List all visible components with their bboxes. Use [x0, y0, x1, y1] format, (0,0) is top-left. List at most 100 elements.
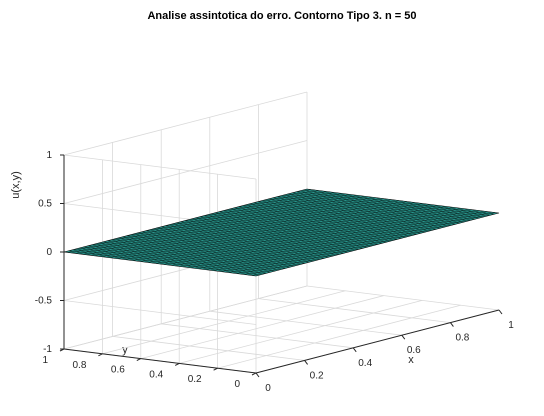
y-axis-line [63, 348, 257, 374]
y-tick-label: 0.8 [72, 360, 86, 371]
surface-mesh-line-x [238, 206, 431, 231]
y-tick-mark [174, 362, 180, 366]
gridline-x-floor [258, 298, 451, 323]
surface-mesh-line-x [214, 212, 407, 238]
surface-mesh-line-y [144, 198, 388, 263]
x-tick-mark [304, 360, 309, 365]
surface-mesh-line-y [152, 199, 396, 264]
surface-mesh-line-x [263, 200, 456, 225]
surface-mesh-line-y [75, 190, 319, 254]
surface-mesh-line-y [113, 195, 357, 259]
gridline-z-back-wall [63, 91, 308, 156]
surface-mesh-line-x [282, 195, 475, 220]
gridline-z-back-wall [63, 140, 308, 204]
surface-mesh-line-x [204, 215, 397, 240]
surface-mesh-line-y [110, 194, 354, 258]
surface-mesh-line-x [277, 196, 470, 221]
z-axis-label: u(x,y) [10, 171, 22, 199]
z-tick-label: 0 [46, 247, 52, 258]
gridline-y-floor [179, 300, 423, 364]
gridline-x-floor [161, 323, 354, 349]
x-tick-label: 0.6 [407, 345, 421, 356]
y-tick-mark [213, 367, 218, 371]
surface-mesh-line-x [258, 201, 451, 226]
x-axis-line [255, 309, 500, 374]
y-tick-mark [251, 372, 257, 376]
x-axis-label: x [408, 354, 414, 366]
z-tick-label: 1 [46, 150, 52, 161]
surface-mesh-line-y [90, 192, 334, 256]
surface-mesh-line-y [121, 196, 365, 260]
y-tick-label: 0.2 [188, 374, 202, 385]
surface-mesh-line-y [148, 199, 392, 263]
x-tick-mark [449, 322, 454, 327]
surface-mesh-line-x [268, 198, 461, 224]
surface-mesh-line-y [67, 189, 311, 253]
x-tick-label: 0.8 [455, 333, 469, 344]
surface-mesh-line-y [125, 196, 369, 260]
x-tick-mark [498, 309, 503, 315]
x-tick-mark [401, 334, 406, 340]
surface-mesh-line-y [102, 193, 346, 257]
surface-mesh-line-y [98, 193, 342, 257]
gridline-x-floor [209, 310, 402, 336]
surface-mesh [63, 188, 500, 277]
y-axis-label: y [122, 344, 128, 356]
surface-mesh-line-y [117, 195, 361, 259]
surface-mesh-line-y [86, 191, 331, 256]
surface-mesh-line-y [79, 190, 323, 255]
surface-mesh-line-y [140, 198, 384, 262]
surface-mesh-line-x [302, 190, 495, 215]
surface-mesh-line-x [287, 193, 480, 219]
surface-mesh-line-x [195, 217, 388, 243]
surface-mesh-line-x [219, 211, 412, 236]
surface-mesh-line-x [292, 192, 485, 217]
surface-mesh-line-x [248, 203, 441, 229]
surface-mesh-line-x [253, 202, 446, 228]
z-tick-label: -0.5 [35, 296, 53, 307]
gridline-y-floor [63, 285, 308, 350]
surface-mesh-line-y [159, 200, 404, 265]
gridline-y-floor [102, 290, 346, 355]
y-tick-label: 0.4 [149, 369, 163, 380]
x-tick-mark [352, 347, 357, 353]
surface-mesh-line-x [297, 191, 490, 216]
x-tick-label: 1 [508, 320, 514, 331]
gridline-y-floor [140, 295, 384, 359]
surface-mesh-line-x [234, 207, 427, 233]
chart-title: Analise assintotica do erro. Contorno Ti… [147, 10, 416, 22]
gridline-y-floor [217, 304, 461, 369]
surface-mesh-line-x [243, 205, 436, 230]
y-tick-mark [98, 353, 103, 357]
surface-mesh-line-y [156, 200, 400, 264]
y-tick-label: 1 [42, 355, 48, 366]
gridline-z-left-wall [63, 154, 257, 180]
surface-mesh-line-x [229, 208, 422, 234]
surface-mesh-line-y [106, 194, 350, 258]
y-tick-mark [136, 358, 142, 362]
surface-mesh-line-y [129, 196, 373, 261]
x-tick-label: 0 [265, 383, 271, 394]
z-tick-label: -1 [43, 344, 52, 355]
y-tick-label: 0.6 [111, 365, 125, 376]
surface-mesh-line-x [190, 219, 383, 244]
surface-mesh-line-y [94, 192, 338, 257]
surface-mesh-line-y [133, 197, 377, 261]
y-tick-label: 0 [234, 379, 240, 390]
surface-mesh-line-x [272, 197, 466, 222]
surface-mesh-line-x [209, 214, 402, 239]
surface-mesh-line-y [71, 189, 315, 254]
surface-mesh-line-x [224, 210, 417, 235]
surface-mesh-line-y [83, 191, 327, 255]
x-tick-mark [255, 372, 260, 378]
z-tick-label: 0.5 [38, 199, 52, 210]
gridline-x-floor [306, 285, 500, 311]
surface-mesh-line-y [136, 197, 381, 262]
gridline-x-floor [112, 336, 305, 361]
surface-mesh-line-x [200, 216, 393, 241]
x-tick-label: 0.4 [358, 358, 372, 369]
gridline-z-left-wall [63, 300, 257, 325]
